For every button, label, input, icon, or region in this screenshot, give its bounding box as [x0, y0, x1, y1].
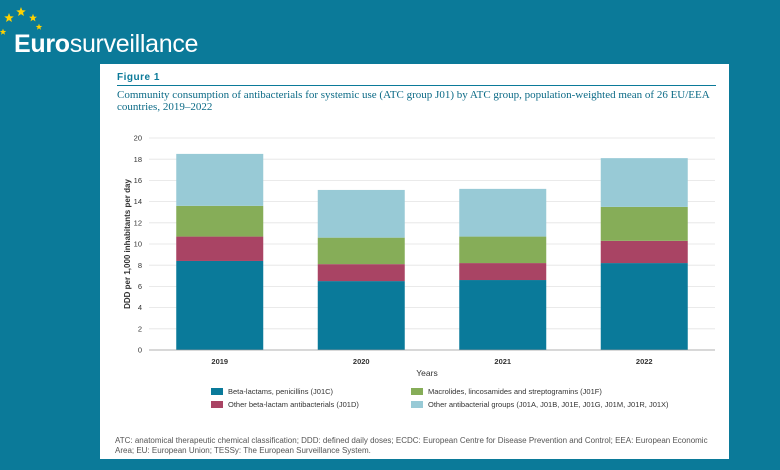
y-tick-label: 0 — [138, 346, 142, 355]
legend-label: Other antibacterial groups (J01A, J01B, … — [428, 400, 669, 409]
brand-logo[interactable]: Eurosurveillance — [14, 30, 198, 59]
bar-segment-2020-0 — [317, 281, 405, 350]
legend-swatch — [411, 401, 423, 408]
bar-segment-2020-2 — [317, 237, 405, 265]
figure-card: Figure 1 Community consumption of antiba… — [100, 64, 729, 459]
stacked-bar-chart: 0 2 4 6 8 10 12 14 16 18 20 2019 2020 2021 2022 Beta-l… — [123, 134, 715, 409]
y-tick-label: 10 — [134, 240, 142, 249]
y-tick-label: 4 — [138, 303, 142, 312]
star-icon-3 — [35, 23, 43, 30]
legend-label: Other beta-lactam antibacterials (J01D) — [228, 400, 359, 409]
axes-layer: 0 2 4 6 8 10 12 14 16 18 20 2019 2020 2021 2022 — [134, 134, 715, 366]
y-tick-label: 12 — [134, 218, 142, 227]
y-tick-label: 18 — [134, 155, 142, 164]
bar-segment-2022-0 — [600, 263, 688, 350]
bars-layer — [176, 153, 688, 350]
x-tick-label: 2021 — [494, 357, 511, 366]
brand-name-part1: Euro — [14, 30, 70, 58]
bar-segment-2022-3 — [600, 158, 688, 207]
y-tick-label: 8 — [138, 261, 142, 270]
star-icon-2 — [29, 13, 37, 22]
x-tick-label: 2019 — [211, 357, 228, 366]
legend-label: Macrolides, lincosamides and streptogram… — [428, 387, 602, 396]
brand-name-part2: surveillance — [69, 30, 199, 58]
y-tick-label: 6 — [138, 282, 142, 291]
figure-footnote: ATC: anatomical therapeutic chemical cla… — [115, 436, 708, 455]
x-axis-title: Years — [416, 368, 437, 378]
bar-segment-2021-1 — [459, 263, 547, 281]
legend-swatch — [411, 388, 423, 395]
figure-divider — [117, 85, 716, 86]
bar-segment-2019-3 — [176, 153, 264, 206]
y-tick-label: 2 — [138, 324, 142, 333]
bar-segment-2021-0 — [459, 280, 547, 350]
x-tick-label: 2022 — [636, 357, 653, 366]
y-tick-label: 20 — [134, 134, 142, 143]
y-axis-title: DDD per 1,000 inhabitants per day — [123, 179, 132, 309]
eu-stars-icon — [0, 7, 43, 35]
bar-segment-2022-2 — [600, 206, 688, 241]
legend-label: Beta-lactams, penicillins (J01C) — [228, 387, 334, 396]
legend: Beta-lactams, penicillins (J01C) Other be… — [211, 387, 669, 409]
bar-segment-2022-1 — [600, 240, 688, 264]
x-tick-label: 2020 — [353, 357, 370, 366]
legend-swatch — [211, 401, 223, 408]
y-tick-label: 14 — [134, 197, 142, 206]
star-icon-4 — [0, 28, 7, 35]
y-tick-label: 16 — [134, 176, 142, 185]
bar-segment-2020-3 — [317, 189, 405, 238]
figure-title: Community consumption of antibacterials … — [117, 89, 710, 113]
bar-segment-2021-2 — [459, 236, 547, 264]
bar-segment-2021-3 — [459, 188, 547, 237]
legend-swatch — [211, 388, 223, 395]
star-icon-1 — [16, 7, 26, 17]
brand-header: Eurosurveillance — [0, 0, 230, 62]
bar-segment-2019-0 — [176, 260, 264, 350]
bar-segment-2019-2 — [176, 205, 264, 237]
star-icon-0 — [4, 13, 14, 23]
bar-segment-2019-1 — [176, 236, 264, 261]
figure-label: Figure 1 — [117, 72, 160, 83]
bar-segment-2020-1 — [317, 264, 405, 282]
